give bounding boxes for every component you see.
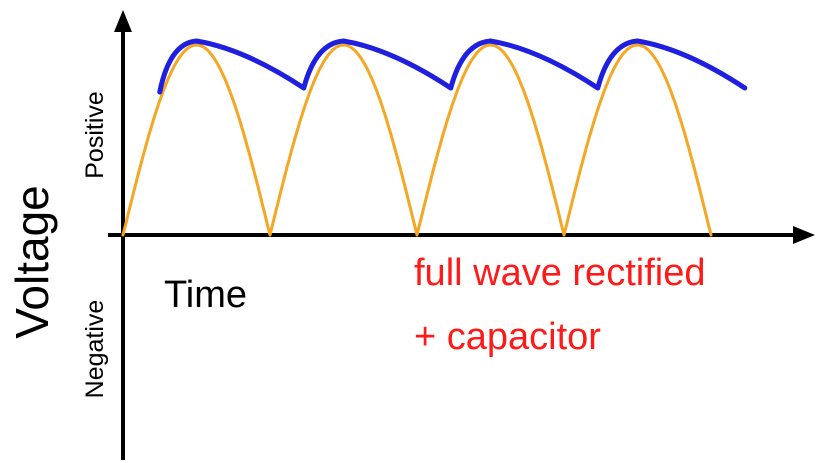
y-axis-label: Voltage bbox=[6, 185, 58, 338]
negative-label: Negative bbox=[81, 300, 109, 399]
positive-label: Positive bbox=[81, 91, 109, 179]
capacitor-smoothed-wave bbox=[157, 38, 748, 95]
x-axis-label: Time bbox=[164, 274, 247, 316]
y-axis-arrow-icon bbox=[114, 10, 132, 32]
rectified-wave bbox=[121, 43, 713, 237]
caption-line-2: + capacitor bbox=[414, 316, 601, 358]
caption-line-1: full wave rectified bbox=[414, 252, 705, 294]
x-axis-arrow-icon bbox=[793, 226, 815, 244]
